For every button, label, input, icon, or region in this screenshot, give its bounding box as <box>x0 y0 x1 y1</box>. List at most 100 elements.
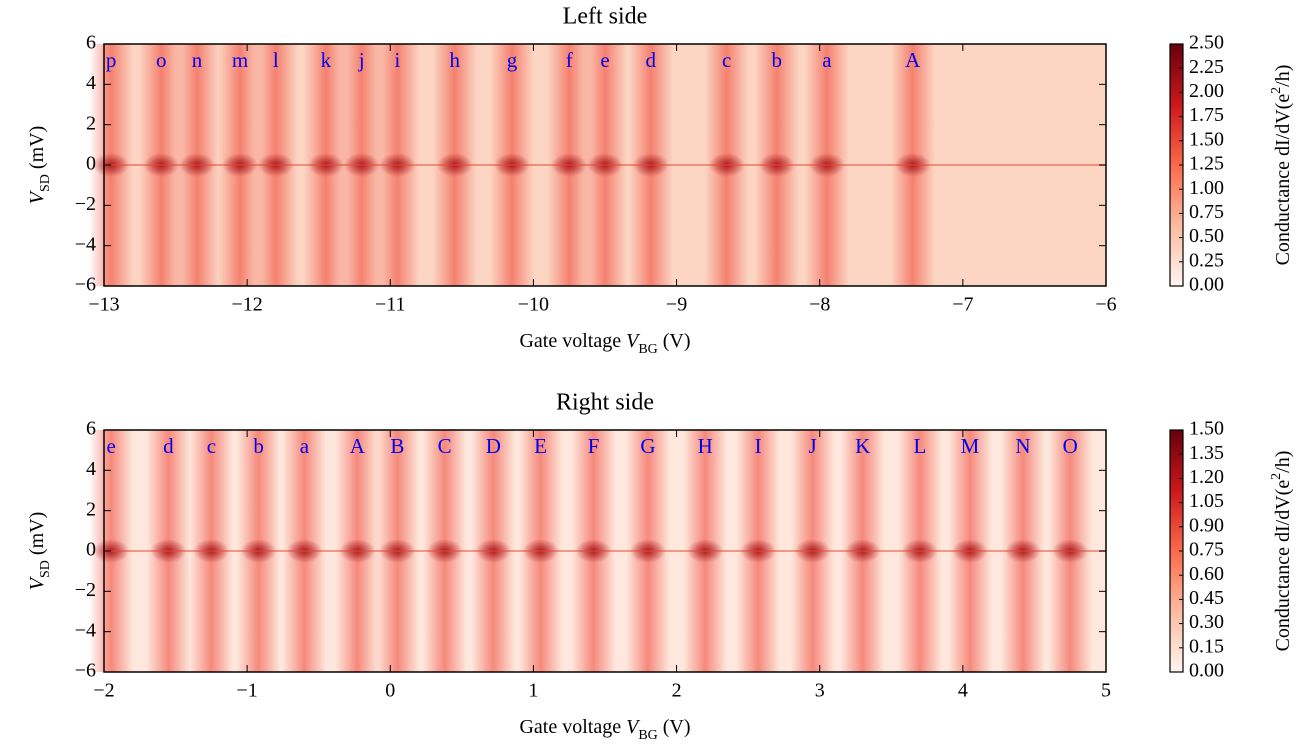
resonance-letter: A <box>905 48 921 72</box>
resonance-letter: c <box>722 48 731 72</box>
resonance-letter: F <box>588 434 600 458</box>
y-tick-label: 2 <box>86 498 96 520</box>
resonance-letter: n <box>192 48 203 72</box>
x-axis-label: Gate voltage VBG (V) <box>519 716 690 743</box>
resonance-letter: b <box>772 48 783 72</box>
resonance-letter: E <box>534 434 547 458</box>
resonance-letter: g <box>507 48 518 72</box>
x-axis-label: Gate voltage VBG (V) <box>519 330 690 357</box>
resonance-letter: A <box>350 434 366 458</box>
colorbar-label: Conductance dI/dV(e2/h) <box>1269 451 1294 652</box>
resonance-letter: G <box>640 434 655 458</box>
x-tick-label: 1 <box>528 680 538 702</box>
resonance-letter: a <box>822 48 832 72</box>
label-part: (mV) <box>26 512 48 560</box>
label-part: Gate voltage <box>519 330 626 352</box>
resonance-letter: B <box>390 434 404 458</box>
x-tick-label: −1 <box>237 680 258 702</box>
label-part: V <box>26 189 48 204</box>
label-part: /h) <box>1272 65 1294 87</box>
colorbar-tick-label: 0.50 <box>1189 225 1224 247</box>
colorbar-tick-label: 1.20 <box>1189 466 1224 488</box>
y-tick-label: −6 <box>75 660 96 682</box>
resonance-letter: l <box>273 48 279 72</box>
label-part: V <box>626 330 641 352</box>
resonance-letter: c <box>207 434 216 458</box>
y-tick-label: −4 <box>75 233 96 255</box>
y-tick-label: 0 <box>86 539 96 561</box>
resonance-letter: C <box>438 434 452 458</box>
label-part: SD <box>38 174 53 192</box>
x-tick-label: −10 <box>518 294 549 316</box>
resonance-letter: a <box>300 434 310 458</box>
resonance-letter: k <box>321 48 332 72</box>
resonance-letter: O <box>1063 434 1078 458</box>
resonance-letter: N <box>1015 434 1030 458</box>
colorbar-tick-label: 1.50 <box>1189 128 1224 150</box>
label-part: 2 <box>1269 473 1284 480</box>
colorbar-tick-label: 0.25 <box>1189 249 1224 271</box>
colorbar-tick-label: 1.25 <box>1189 153 1224 175</box>
colorbar-tick-label: 1.00 <box>1189 177 1224 199</box>
resonance-letter: p <box>106 48 117 72</box>
y-axis-label: VSD (mV) <box>26 512 53 590</box>
colorbar-tick-label: 0.30 <box>1189 611 1224 633</box>
x-tick-label: −2 <box>93 680 114 702</box>
y-tick-label: −2 <box>75 193 96 215</box>
resonance-letter: d <box>646 48 657 72</box>
label-part: SD <box>38 560 53 578</box>
label-part: BG <box>638 342 657 357</box>
x-tick-label: 3 <box>815 680 825 702</box>
colorbar-tick-label: 0.75 <box>1189 201 1224 223</box>
resonance-letter: e <box>600 48 609 72</box>
x-tick-label: −13 <box>88 294 119 316</box>
resonance-letter: J <box>808 434 816 458</box>
resonance-letter: h <box>449 48 460 72</box>
resonance-letter: H <box>698 434 713 458</box>
x-tick-label: −7 <box>952 294 973 316</box>
y-tick-label: 4 <box>86 72 96 94</box>
resonance-letter: m <box>232 48 248 72</box>
x-tick-label: −9 <box>666 294 687 316</box>
resonance-letter: j <box>358 48 365 72</box>
label-part: (mV) <box>26 126 48 174</box>
y-tick-label: −6 <box>75 274 96 296</box>
label-part: /h) <box>1272 451 1294 473</box>
colorbar-tick-label: 0.00 <box>1189 660 1224 682</box>
colorbar-label: Conductance dI/dV(e2/h) <box>1269 65 1294 266</box>
colorbar-tick-label: 0.75 <box>1189 539 1224 561</box>
x-tick-label: −12 <box>232 294 263 316</box>
x-tick-label: 5 <box>1101 680 1111 702</box>
x-tick-label: 4 <box>958 680 968 702</box>
chart-title: Left side <box>563 4 648 30</box>
x-tick-label: −11 <box>375 294 406 316</box>
label-part: Conductance dI/dV(e <box>1272 94 1294 266</box>
y-tick-label: 6 <box>86 32 96 54</box>
resonance-letter: o <box>156 48 167 72</box>
colorbar-tick-label: 2.25 <box>1189 56 1224 78</box>
label-part: V <box>626 716 641 738</box>
resonance-letter: M <box>961 434 980 458</box>
resonance-letter: D <box>486 434 501 458</box>
label-part: (V) <box>658 716 691 738</box>
resonance-letter: f <box>566 48 573 72</box>
colorbar-tick-label: 2.50 <box>1189 32 1224 54</box>
chart-title: Right side <box>556 390 654 416</box>
y-tick-label: 0 <box>86 153 96 175</box>
colorbar-tick-label: 0.45 <box>1189 587 1224 609</box>
label-part: Gate voltage <box>519 716 626 738</box>
label-part: BG <box>638 728 657 743</box>
x-tick-label: 0 <box>385 680 395 702</box>
x-tick-label: −8 <box>809 294 830 316</box>
resonance-letter: e <box>106 434 115 458</box>
colorbar-tick-label: 0.60 <box>1189 563 1224 585</box>
resonance-letter: I <box>755 434 762 458</box>
colorbar-tick-label: 1.35 <box>1189 442 1224 464</box>
y-tick-label: 4 <box>86 458 96 480</box>
resonance-letter: d <box>163 434 174 458</box>
colorbar-tick-label: 1.05 <box>1189 490 1224 512</box>
y-tick-label: 2 <box>86 112 96 134</box>
colorbar-tick-label: 2.00 <box>1189 80 1224 102</box>
